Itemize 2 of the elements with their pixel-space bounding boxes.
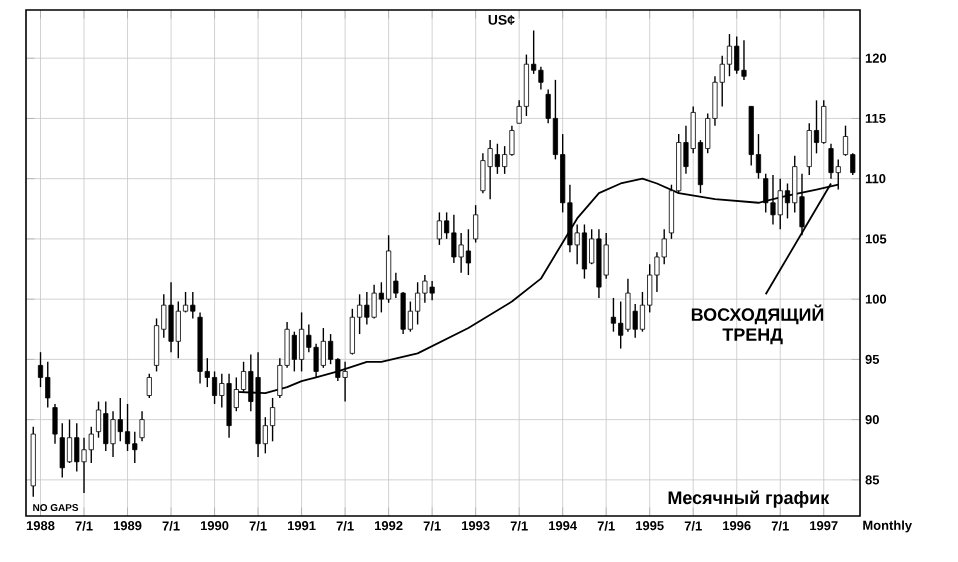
annotation: Месячный график [668, 490, 830, 508]
annotation: ВОСХОДЯЩИЙ ТРЕНД [691, 304, 824, 345]
